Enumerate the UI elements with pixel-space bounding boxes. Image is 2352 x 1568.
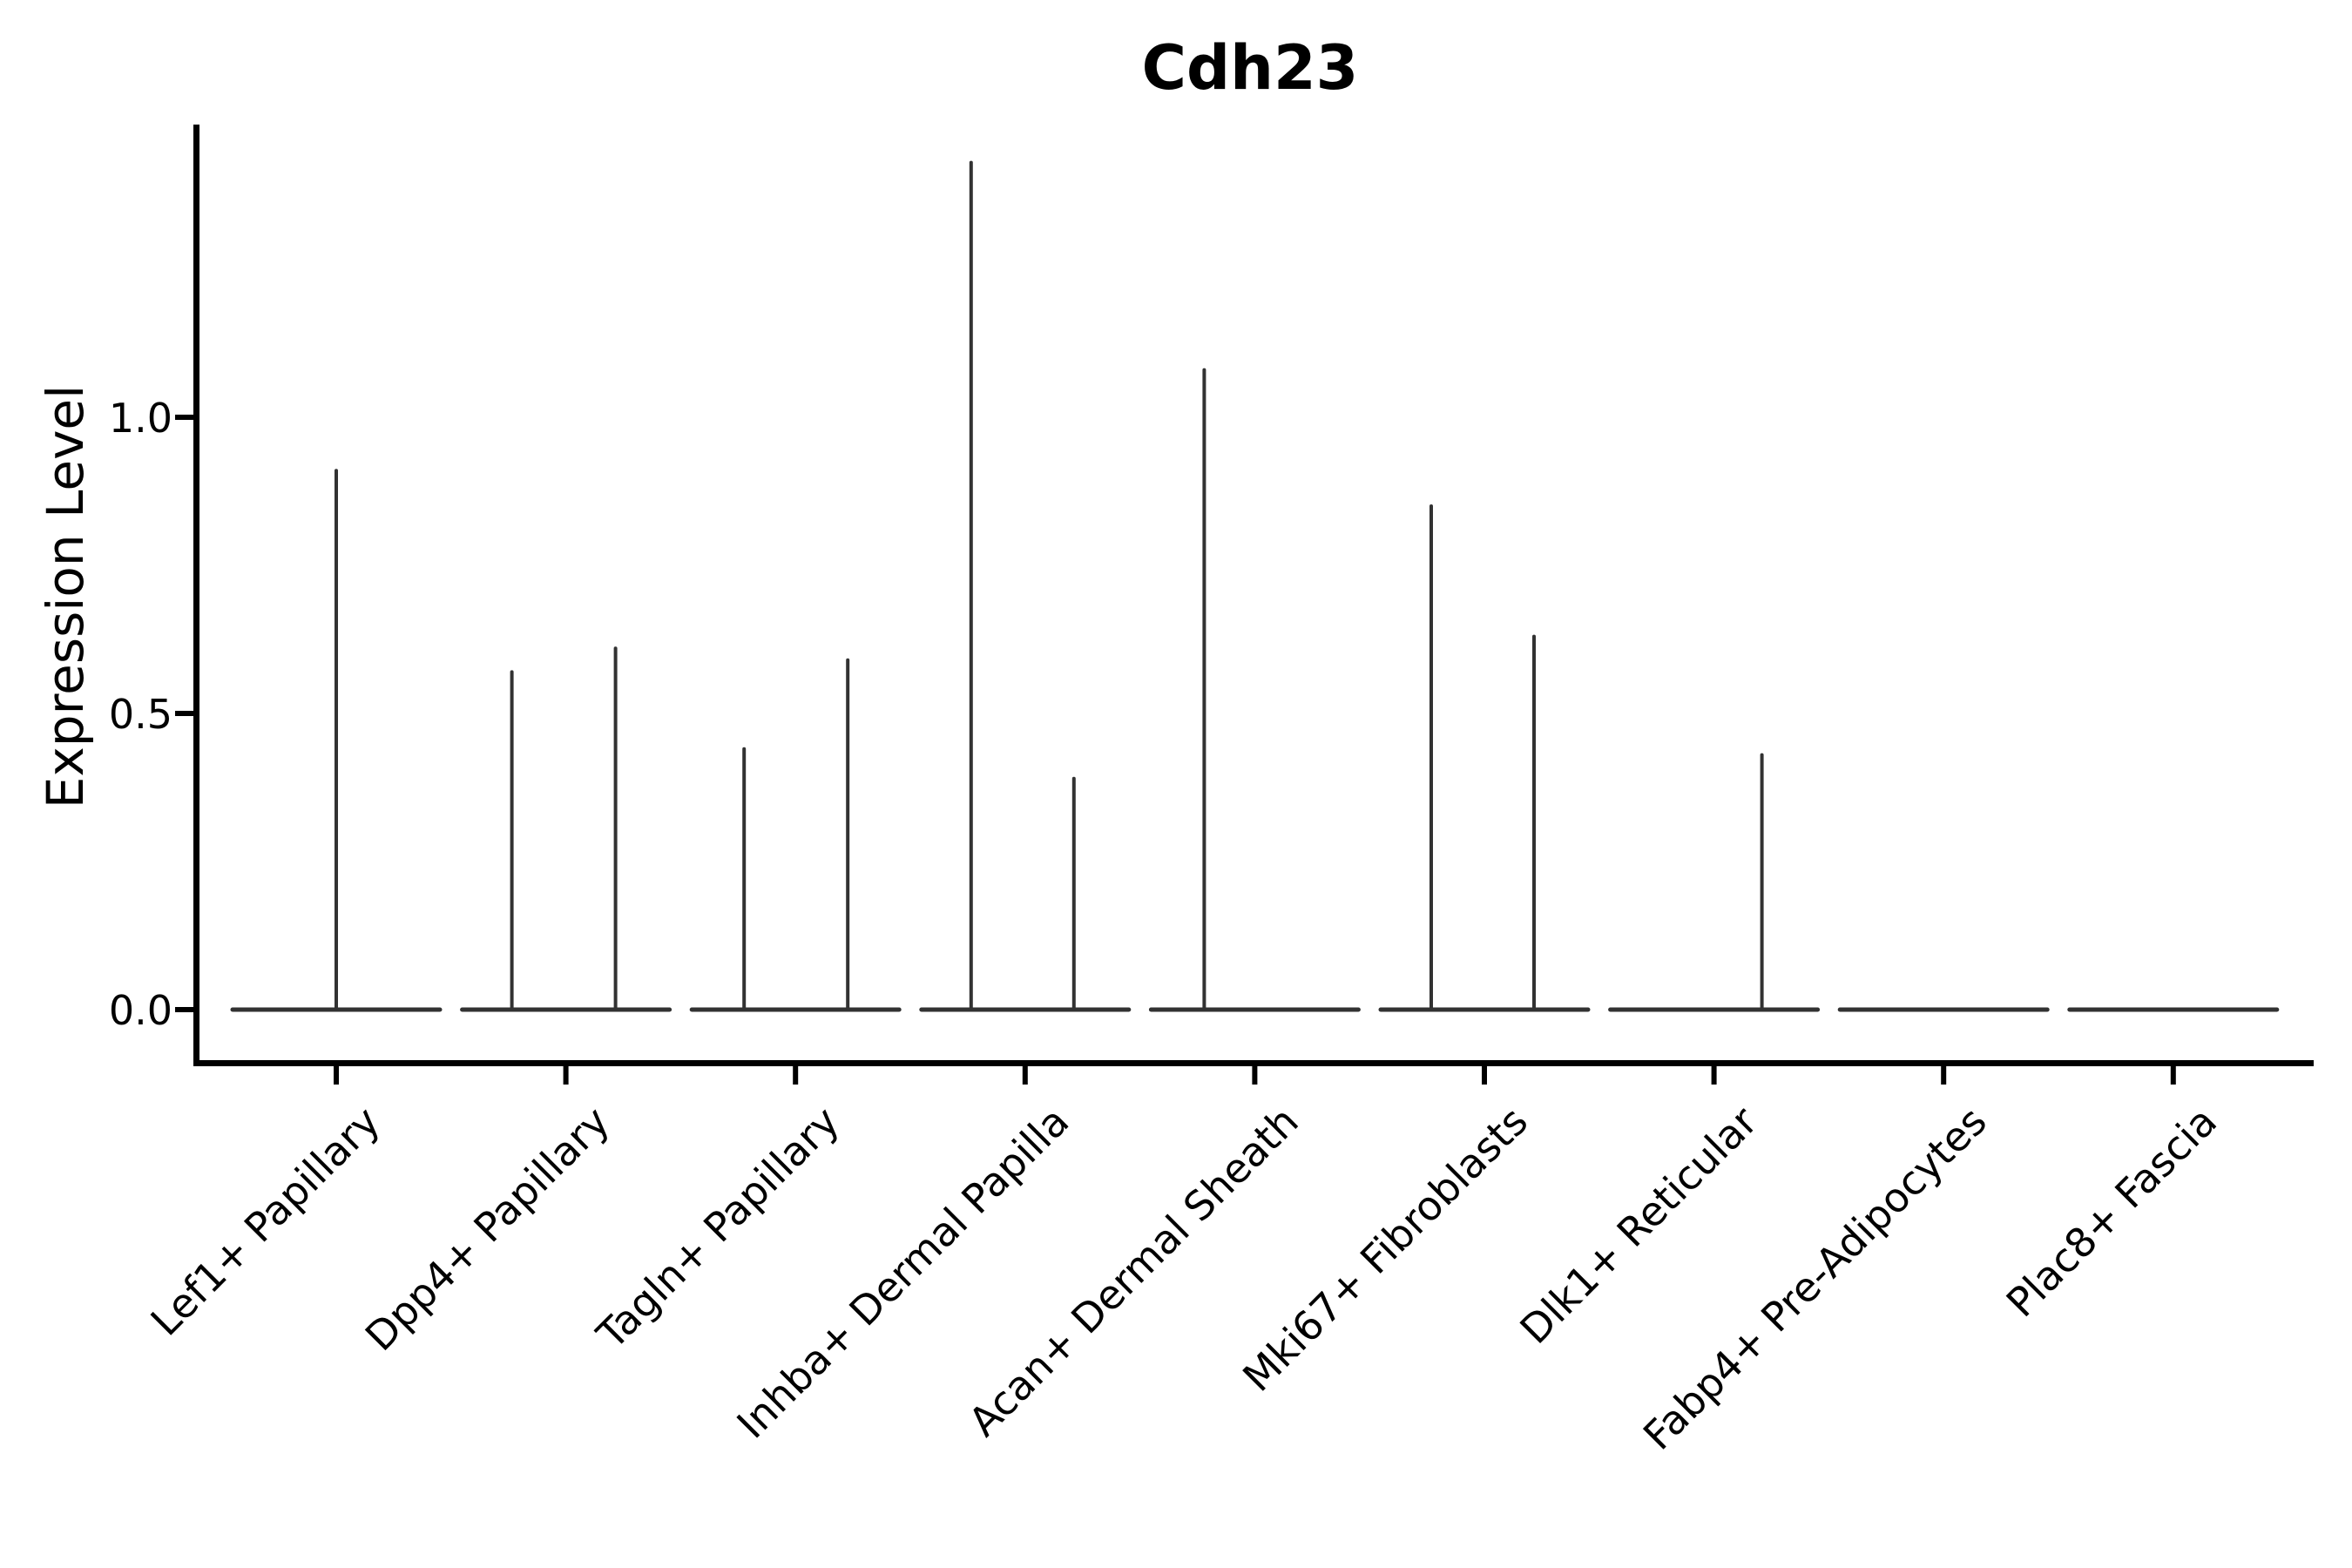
y-tick-label: 0.5 xyxy=(108,691,172,738)
y-tick-label: 1.0 xyxy=(108,395,172,442)
y-tick-label: 0.0 xyxy=(108,987,172,1034)
chart-title: Cdh23 xyxy=(1141,32,1359,104)
y-axis-label: Expression Level xyxy=(36,384,95,809)
